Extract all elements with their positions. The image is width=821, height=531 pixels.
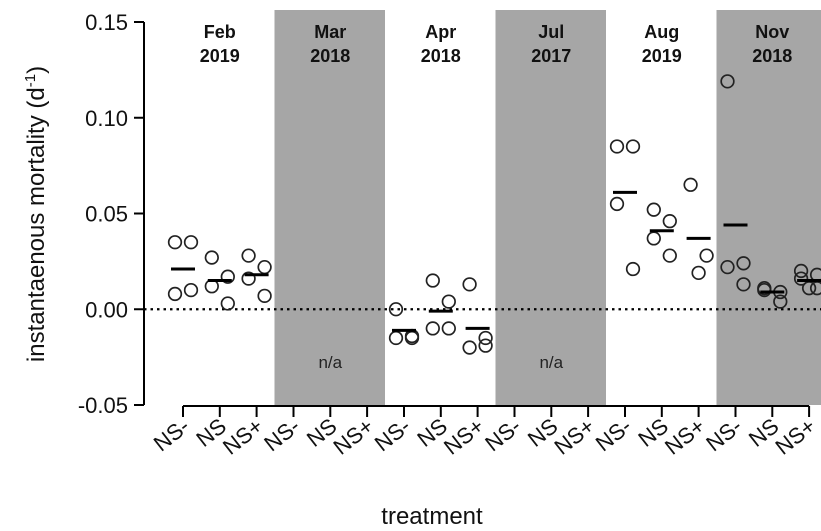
shaded-periods	[274, 10, 821, 405]
data-marks	[167, 74, 821, 355]
data-point	[757, 282, 772, 298]
data-point	[736, 256, 751, 271]
data-point	[625, 261, 641, 277]
data-point	[609, 139, 625, 154]
period-month-label: Feb	[204, 22, 236, 42]
period-year-label: 2019	[200, 46, 240, 66]
shaded-band-jul	[495, 10, 606, 405]
data-point	[793, 271, 809, 286]
period-year-label: 2018	[421, 46, 461, 66]
y-axis-title: instantaenous mortality (d-1)	[22, 66, 50, 362]
data-point	[441, 321, 456, 336]
period-year-label: 2017	[531, 46, 571, 66]
data-point	[736, 277, 751, 292]
na-label: n/a	[318, 353, 342, 372]
data-point	[625, 139, 641, 154]
data-point	[609, 196, 625, 212]
x-tick-label: NS-	[701, 413, 746, 456]
data-point	[720, 259, 735, 275]
data-point	[257, 259, 272, 275]
data-point	[691, 265, 706, 281]
y-ticks: -0.05 0.00 0.05 0.10 0.15	[78, 10, 144, 418]
data-point	[720, 74, 735, 89]
data-point	[183, 235, 199, 250]
x-tick-label: NS-	[259, 413, 304, 456]
data-point	[683, 177, 698, 192]
x-ticks: NS-NSNS+NS-NSNS+NS-NSNS+NS-NSNS+NS-NSNS+…	[149, 406, 820, 460]
data-point	[793, 263, 809, 279]
y-axis-title-close: )	[23, 66, 50, 74]
data-point	[220, 296, 235, 311]
data-point	[167, 286, 183, 302]
data-point	[773, 294, 788, 309]
y-axis-title-main: instantaenous mortality (d	[23, 87, 50, 362]
data-point	[646, 231, 661, 246]
data-point	[441, 294, 456, 309]
period-year-label: 2019	[642, 46, 682, 66]
period-year-label: 2018	[752, 46, 792, 66]
data-point	[462, 277, 477, 292]
period-month-label: Aug	[644, 22, 679, 42]
y-tick-label: 0.10	[85, 106, 128, 131]
period-month-label: Mar	[314, 22, 346, 42]
data-point	[699, 248, 714, 263]
shaded-band-mar	[274, 10, 385, 405]
data-point	[388, 302, 404, 317]
period-labels: Feb 2019 Mar 2018 n/a Apr 2018 Jul 2017 n/a Aug 201…	[200, 22, 793, 372]
data-point	[183, 282, 199, 298]
y-tick-label: 0.15	[85, 10, 128, 35]
x-tick-label: NS-	[591, 413, 636, 456]
y-tick-label: 0.05	[85, 202, 128, 227]
data-point	[220, 269, 235, 284]
period-month-label: Nov	[755, 22, 789, 42]
data-point	[241, 271, 256, 286]
data-point	[478, 330, 493, 346]
shaded-band-nov	[716, 10, 821, 405]
x-tick-label: NS+	[771, 413, 821, 459]
period-year-label: 2018	[310, 46, 350, 66]
data-point	[646, 202, 661, 217]
x-tick-label: NS-	[370, 413, 415, 456]
data-point	[462, 340, 477, 355]
data-point	[257, 288, 272, 303]
period-month-label: Apr	[425, 22, 456, 42]
data-point	[662, 248, 677, 263]
period-month-label: Jul	[538, 22, 564, 42]
x-axis-title: treatment	[381, 503, 483, 530]
y-tick-label: 0.00	[85, 297, 128, 322]
data-point	[241, 248, 256, 263]
data-point	[167, 235, 183, 250]
y-axis-title-sup: -1	[22, 74, 39, 87]
na-label: n/a	[539, 353, 563, 372]
data-point	[478, 338, 493, 353]
data-point	[425, 321, 440, 336]
data-point	[425, 273, 440, 288]
data-point	[388, 330, 404, 346]
y-tick-label: -0.05	[78, 393, 128, 418]
data-point	[204, 250, 219, 265]
x-tick-label: NS-	[149, 413, 194, 456]
data-point	[662, 214, 677, 229]
x-tick-label: NS-	[480, 413, 525, 456]
